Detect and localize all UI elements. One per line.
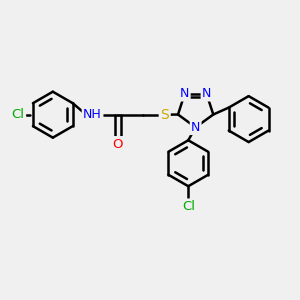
Text: N: N (191, 121, 200, 134)
Text: S: S (160, 108, 169, 122)
Text: N: N (202, 87, 211, 100)
Text: Cl: Cl (12, 108, 25, 121)
Text: N: N (180, 87, 189, 100)
Text: O: O (112, 138, 123, 151)
Text: NH: NH (83, 108, 102, 121)
Text: Cl: Cl (182, 200, 195, 213)
